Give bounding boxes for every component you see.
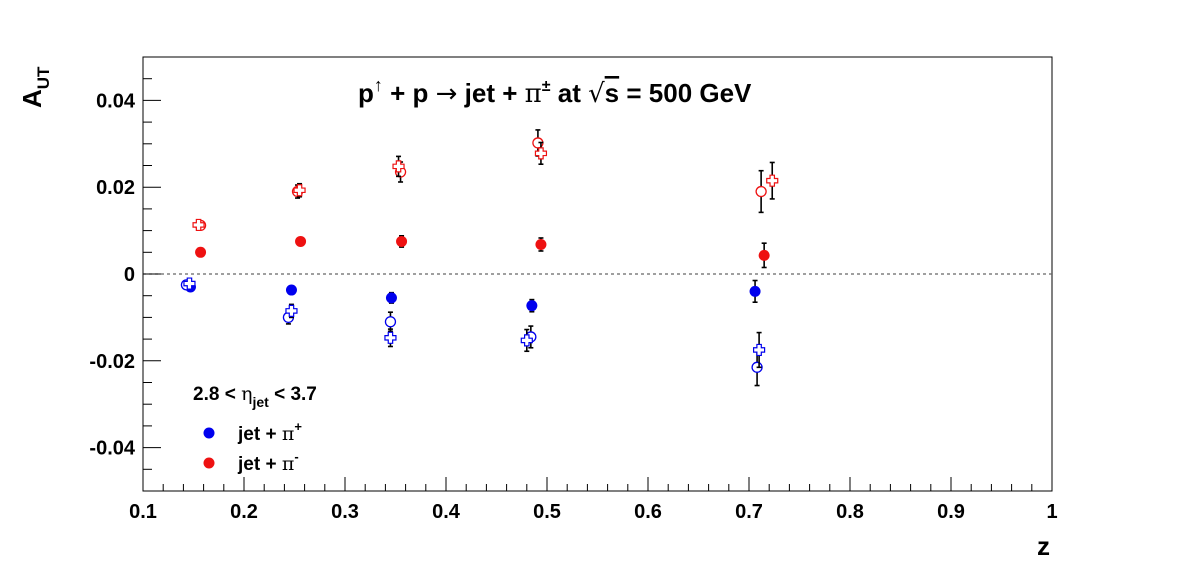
data-point-open-cross [520, 334, 533, 347]
y-axis-ticks: -0.04 -0.02 0 0.02 0.04 [89, 56, 161, 492]
legend-header-post: < 3.7 [269, 384, 317, 405]
x-tick-label: 0.8 [836, 501, 864, 523]
series-4 [194, 129, 767, 232]
data-point-open-cross [534, 147, 548, 160]
legend-marker-pi-minus [203, 457, 215, 469]
data-point-filled [758, 249, 770, 261]
x-tick-label: 0.4 [432, 501, 461, 523]
y-tick-label: 0 [124, 264, 135, 286]
y-axis-title-main: A [17, 89, 47, 108]
data-point-open-cross [285, 304, 298, 317]
x-axis-ticks: 0.1 0.2 0.3 0.4 0.5 0.6 0.7 0.8 0.9 1 [129, 477, 1058, 523]
legend-entry-pi-minus-sup: - [294, 449, 298, 464]
x-tick-label: 0.1 [129, 501, 157, 523]
title-plus-p: + p [383, 78, 436, 108]
title-at: at [551, 78, 589, 108]
legend-header-sub: jet [251, 394, 269, 410]
series-1 [195, 235, 770, 269]
series-5 [192, 141, 779, 232]
legend-entry-pi-minus-pi: π [282, 453, 295, 475]
x-tick-label: 0.9 [937, 501, 965, 523]
data-point-filled [385, 292, 397, 304]
title-up-arrow: ↑ [374, 75, 383, 95]
title-energy: = 500 GeV [619, 78, 752, 108]
title-s: s [605, 78, 619, 108]
y-tick-label: 0.02 [96, 177, 135, 199]
y-tick-label: -0.02 [89, 351, 135, 373]
data-point-filled [535, 238, 547, 250]
data-point-filled [526, 300, 538, 312]
x-tick-label: 0.5 [533, 501, 561, 523]
data-point-open-cross [766, 174, 779, 187]
title-pi: π [525, 79, 542, 109]
legend-entry-pi-minus-text: jet + [237, 454, 282, 475]
data-point-filled [285, 284, 297, 296]
data-point-filled [195, 246, 207, 258]
y-axis-title-sub: UT [34, 66, 53, 89]
legend-entry-pi-plus-pi: π [282, 423, 295, 445]
legend-marker-pi-plus [203, 427, 215, 439]
data-point-open-cross [192, 218, 205, 232]
legend-header: 2.8 < ηjet < 3.7 [193, 383, 317, 410]
data-point-open-cross [384, 331, 397, 344]
data-point-filled [749, 285, 761, 297]
title-arrow: → [436, 79, 458, 109]
x-tick-label: 0.7 [735, 501, 763, 523]
legend-header-eta: η [241, 383, 252, 405]
data-point-open-cross [183, 277, 196, 290]
y-tick-label: 0.04 [96, 90, 136, 112]
data-point-open-cross [293, 184, 306, 197]
title-jet-plus: jet + [457, 78, 524, 108]
title-pi-sup: ± [542, 78, 551, 95]
data-series [180, 129, 779, 387]
data-point-filled [295, 235, 307, 247]
title-p: p [358, 78, 374, 108]
legend: 2.8 < ηjet < 3.7 jet + π+ jet + π- [193, 383, 317, 475]
x-axis-title: z [1037, 531, 1050, 561]
series-0 [184, 279, 761, 313]
data-point-filled [396, 235, 408, 247]
data-point-open-circle [755, 185, 767, 198]
x-tick-label: 0.3 [331, 501, 359, 523]
legend-header-pre: 2.8 < [193, 384, 241, 405]
y-axis-title: AUT [17, 66, 53, 108]
legend-entry-pi-minus: jet + π- [237, 449, 299, 475]
legend-entry-pi-plus: jet + π+ [237, 419, 302, 445]
title-sqrt: √ [588, 79, 605, 109]
y-tick-label: -0.04 [89, 438, 135, 460]
x-tick-label: 1 [1046, 501, 1057, 523]
series-3 [183, 277, 766, 369]
plot-title: p↑ + p → jet + π± at √s = 500 GeV [358, 75, 752, 109]
series-2 [180, 279, 763, 387]
legend-entry-pi-plus-sup: + [294, 419, 302, 434]
data-point-open-cross [753, 343, 766, 357]
x-tick-label: 0.2 [230, 501, 258, 523]
data-point-open-cross [392, 160, 405, 173]
data-point-open-circle [384, 316, 397, 328]
x-tick-label: 0.6 [634, 501, 662, 523]
legend-entry-pi-plus-text: jet + [237, 424, 282, 445]
